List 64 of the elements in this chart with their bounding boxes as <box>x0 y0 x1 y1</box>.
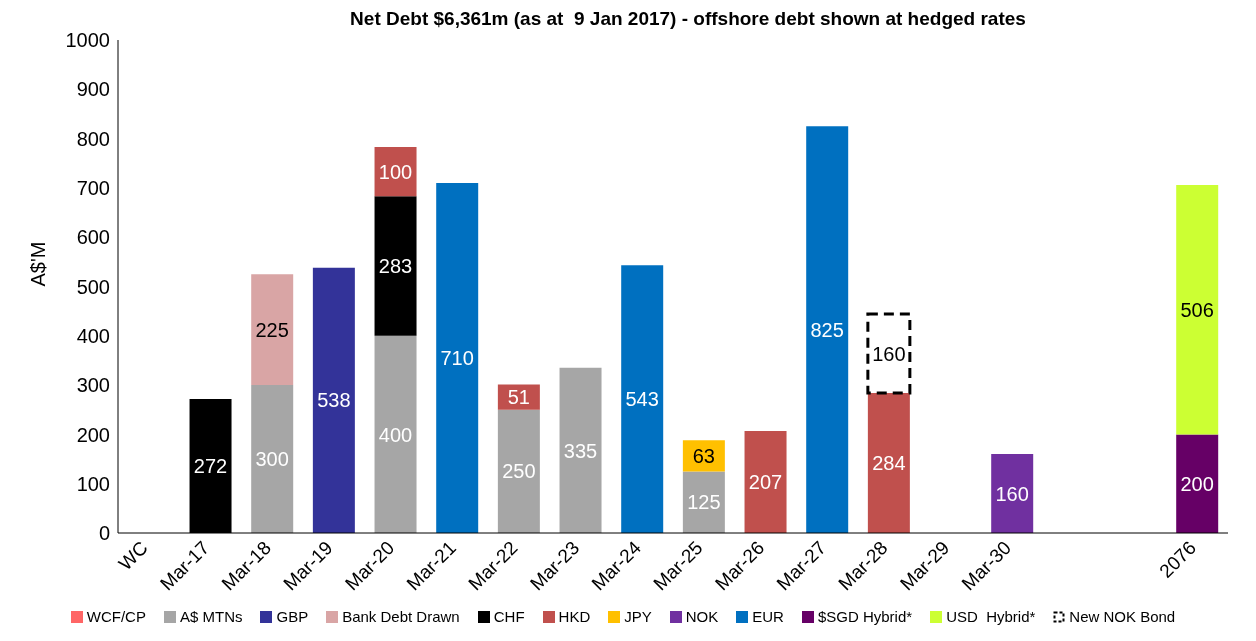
data-label: 272 <box>193 455 228 478</box>
y-tick-label: 0 <box>98 522 110 545</box>
legend-label: WCF/CP <box>86 608 146 625</box>
chart-title: Net Debt $6,361m (as at 9 Jan 2017) - offshore debt shown at hedged rates <box>349 8 1027 30</box>
data-label: 51 <box>507 386 530 409</box>
bar <box>1176 434 1219 533</box>
bar <box>559 367 602 533</box>
data-label: 160 <box>995 482 1029 505</box>
bar <box>744 430 787 533</box>
bar <box>374 335 417 533</box>
legend-label: EUR <box>752 608 784 625</box>
y-tick-label: 600 <box>76 226 110 249</box>
y-tick-label: 100 <box>76 472 110 495</box>
data-label: 335 <box>563 439 598 462</box>
legend-label: HKD <box>558 608 591 625</box>
bar <box>436 182 479 533</box>
legend-label: NOK <box>685 608 719 625</box>
data-label: 283 <box>378 255 413 278</box>
data-label: 63 <box>692 444 715 467</box>
legend-label: New NOK Bond <box>1069 608 1176 625</box>
data-label: 300 <box>255 448 289 471</box>
data-label: 160 <box>872 342 906 365</box>
legend-label: JPY <box>624 608 652 625</box>
bar <box>866 312 912 395</box>
data-label: 225 <box>255 318 289 341</box>
y-tick-label: 900 <box>76 78 110 101</box>
y-axis-title: A$'M <box>27 241 50 287</box>
bar <box>312 267 355 533</box>
y-tick-label: 500 <box>76 275 110 298</box>
data-label: 200 <box>1180 472 1214 495</box>
y-tick-label: 1000 <box>65 29 110 52</box>
bar <box>991 454 1034 533</box>
y-tick-label: 800 <box>76 127 110 150</box>
bar <box>497 409 540 533</box>
data-label: 506 <box>1180 298 1214 321</box>
data-label: 100 <box>378 160 413 183</box>
legend-label: USD Hybrid* <box>946 608 1036 625</box>
data-label: 207 <box>748 471 783 494</box>
bar <box>621 265 664 533</box>
data-label: 543 <box>625 388 659 411</box>
data-label: 538 <box>317 389 351 412</box>
bar <box>1176 184 1219 435</box>
data-label: 710 <box>440 347 474 370</box>
bar <box>251 385 294 533</box>
y-tick-label: 400 <box>76 324 110 347</box>
data-label: 825 <box>810 318 844 341</box>
bar <box>806 126 849 533</box>
legend-label: A$ MTNs <box>179 608 243 625</box>
bar <box>867 392 910 533</box>
y-tick-label: 300 <box>76 374 110 397</box>
x-tick-label: WC <box>114 536 152 575</box>
legend-label: Bank Debt Drawn <box>342 608 460 625</box>
data-label: 400 <box>378 423 413 446</box>
y-tick-label: 200 <box>76 423 110 446</box>
legend-label: CHF <box>493 608 525 625</box>
bar <box>374 196 417 336</box>
bar <box>251 274 294 386</box>
y-tick-label: 700 <box>76 177 110 199</box>
data-label: 250 <box>502 460 536 483</box>
legend-label: GBP <box>276 608 309 625</box>
legend-label: $SGD Hybrid* <box>817 608 913 625</box>
bar <box>682 471 725 533</box>
data-label: 125 <box>687 491 721 514</box>
data-label: 284 <box>872 452 906 475</box>
